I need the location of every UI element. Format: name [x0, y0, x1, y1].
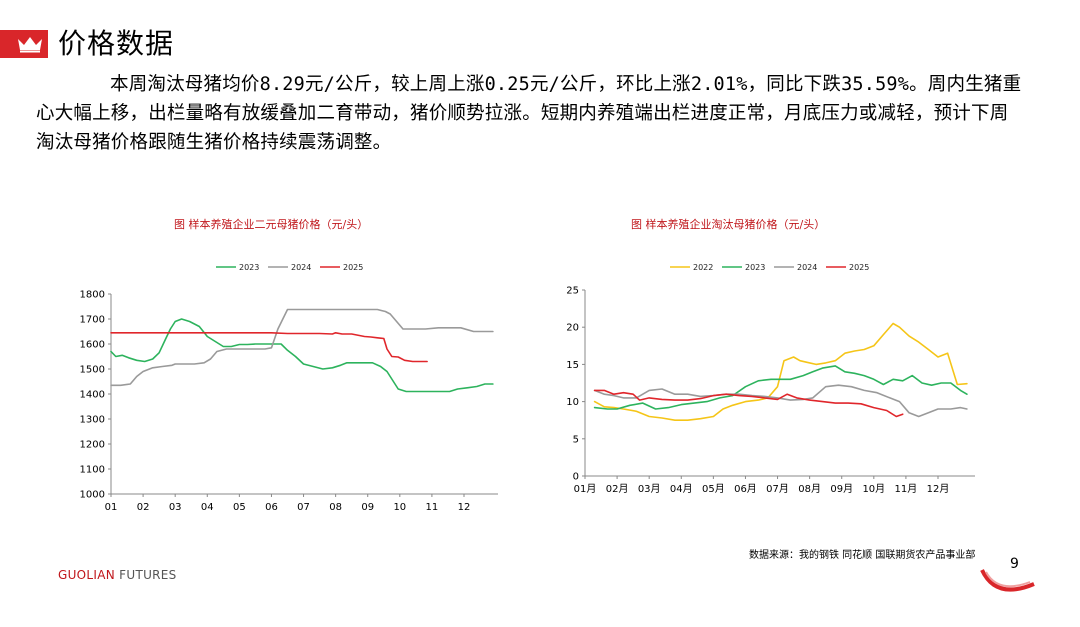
- chart-2-xtick-label: 11月: [895, 483, 918, 495]
- chart-2-series-2024-line: [593, 384, 968, 418]
- chart-2-ytick-label: 5: [573, 434, 579, 445]
- chart-1-xtick-label: 01: [105, 502, 118, 513]
- chart-1-title: 图 样本养殖企业二元母猪价格（元/头）: [174, 218, 369, 231]
- chart-2-xtick-label: 06月: [734, 483, 757, 495]
- chart-1-ytick-label: 1400: [80, 390, 105, 401]
- chart-1-xtick-label: 08: [329, 502, 342, 513]
- chart-1-xtick-label: 04: [201, 502, 214, 513]
- chart-2-xtick-label: 07月: [766, 483, 789, 495]
- chart-2-legend-label-2025: 2025: [849, 263, 869, 272]
- chart-1-ytick-label: 1300: [80, 415, 105, 426]
- chart-1-ytick-label: 1200: [80, 440, 105, 451]
- chart-1-xtick-label: 10: [393, 502, 406, 513]
- chart-1-sow-price: 1000 1100 1200 1300 1400 1500 1600 1700 1800 01 02…: [80, 263, 498, 513]
- chart-1-xtick-label: 09: [361, 502, 374, 513]
- chart-2-xtick-label: 05月: [702, 483, 725, 495]
- chart-2-ytick-label: 15: [566, 360, 579, 371]
- chart-1-ytick-label: 1100: [80, 465, 105, 476]
- chart-2-ytick-label: 10: [566, 397, 579, 408]
- chart-1-ytick-label: 1700: [80, 315, 105, 326]
- page-title: 价格数据: [58, 27, 175, 60]
- chart-1-xtick-label: 06: [265, 502, 278, 513]
- chart-1-ytick-label: 1800: [80, 290, 105, 301]
- chart-1-legend-label-2024: 2024: [291, 263, 311, 272]
- page-swoosh-icon: [980, 569, 1035, 592]
- chart-2-xtick-label: 01月: [574, 483, 597, 495]
- page-number: 9: [1010, 556, 1019, 572]
- data-source: 数据来源：我的钢铁 同花顺 国联期货农产品事业部: [749, 550, 976, 561]
- chart-2-xtick-label: 08月: [798, 483, 821, 495]
- chart-1-ytick-label: 1600: [80, 340, 105, 351]
- chart-2-series-2023-line: [593, 365, 968, 410]
- chart-2-xtick-label: 10月: [862, 483, 885, 495]
- chart-1-series-2024-line: [110, 308, 494, 387]
- chart-1-xtick-label: 12: [458, 502, 471, 513]
- chart-2-xtick-label: 04月: [670, 483, 693, 495]
- chart-2-series-2025-line: [593, 389, 904, 418]
- chart-1-xtick-label: 05: [233, 502, 246, 513]
- chart-2-xtick-label: 02月: [606, 483, 629, 495]
- chart-2-xtick-label: 12月: [927, 483, 950, 495]
- chart-2-ytick-label: 25: [566, 286, 579, 297]
- crown-icon: [18, 37, 42, 53]
- chart-2-legend-label-2023: 2023: [745, 263, 765, 272]
- chart-1-ytick-label: 1500: [80, 365, 105, 376]
- chart-2-legend-label-2022: 2022: [693, 263, 713, 272]
- chart-2-xtick-label: 03月: [638, 483, 661, 495]
- summary-text: 本周淘汰母猪均价8.29元/公斤，较上周上涨0.25元/公斤，环比上涨2.01%…: [36, 74, 1022, 153]
- chart-1-xtick-label: 07: [297, 502, 310, 513]
- chart-1-xtick-label: 02: [137, 502, 150, 513]
- chart-1-ytick-label: 1000: [80, 490, 105, 501]
- chart-1-xtick-label: 03: [169, 502, 182, 513]
- chart-2-series-2022-line: [593, 322, 968, 421]
- chart-2-ytick-label: 20: [566, 323, 579, 334]
- chart-1-legend-label-2023: 2023: [239, 263, 259, 272]
- brand-logo-text: GUOLIAN FUTURES: [58, 568, 177, 582]
- chart-1-xtick-label: 11: [426, 502, 439, 513]
- chart-1-series-2023-line: [110, 318, 494, 393]
- chart-1-series-2025-line: [110, 332, 428, 363]
- chart-2-ytick-label: 0: [573, 472, 579, 483]
- chart-2-title: 图 样本养殖企业淘汰母猪价格（元/头）: [631, 218, 826, 231]
- chart-2-xtick-label: 09月: [830, 483, 853, 495]
- chart-1-legend-label-2025: 2025: [343, 263, 363, 272]
- chart-2-legend-label-2024: 2024: [797, 263, 817, 272]
